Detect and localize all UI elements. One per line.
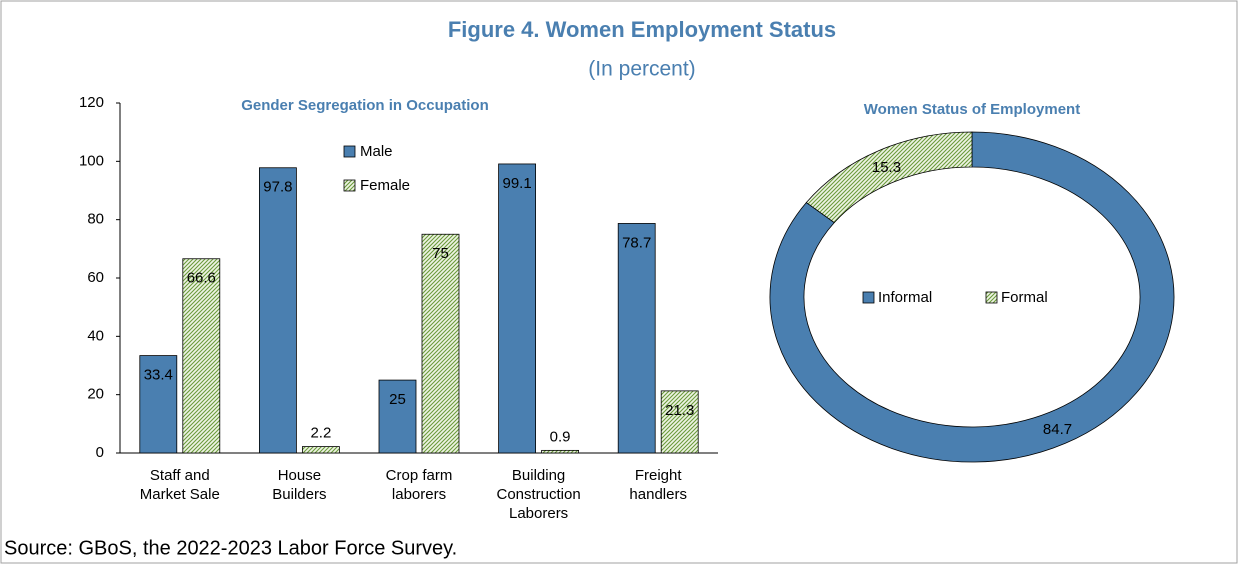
donut-segment xyxy=(805,131,973,224)
y-tick-label: 20 xyxy=(87,386,104,403)
y-tick-label: 80 xyxy=(87,211,104,228)
bar xyxy=(421,233,460,454)
y-tick-label: 0 xyxy=(96,444,104,461)
legend-swatch xyxy=(343,179,356,192)
data-label: 25 xyxy=(389,391,406,408)
bar xyxy=(139,355,178,454)
data-label: 66.6 xyxy=(187,270,216,287)
legend-swatch xyxy=(985,291,998,304)
legend-label: Formal xyxy=(1001,289,1048,306)
y-tick-label: 120 xyxy=(79,94,104,111)
x-tick-label: handlers xyxy=(629,486,687,503)
x-tick-label: Building xyxy=(512,467,565,484)
data-label: 99.1 xyxy=(502,175,531,192)
bar xyxy=(541,449,579,454)
figure-title: Figure 4. Women Employment Status xyxy=(448,17,836,42)
y-tick-label: 60 xyxy=(87,269,104,286)
x-tick-label: Construction xyxy=(496,486,580,503)
bar xyxy=(378,379,417,454)
bar xyxy=(301,446,340,454)
x-tick-label: Market Sale xyxy=(140,486,220,503)
figure-subtitle: (In percent) xyxy=(588,58,695,81)
bar xyxy=(498,163,537,454)
legend-label: Female xyxy=(360,177,410,194)
x-tick-label: House xyxy=(278,467,321,484)
legend-swatch xyxy=(862,291,875,304)
y-tick-label: 100 xyxy=(79,152,104,169)
donut-segment xyxy=(769,131,1175,463)
chart-title: Gender Segregation in Occupation xyxy=(241,97,489,114)
data-label: 15.3 xyxy=(872,159,901,176)
x-tick-label: Staff and xyxy=(150,467,210,484)
bar xyxy=(258,167,297,454)
bar xyxy=(660,390,699,454)
x-tick-label: Builders xyxy=(272,486,326,503)
data-label: 21.3 xyxy=(665,402,694,419)
data-label: 33.4 xyxy=(144,367,173,384)
legend-swatch xyxy=(343,145,356,158)
data-label: 78.7 xyxy=(622,234,651,251)
data-label: 97.8 xyxy=(263,179,292,196)
x-tick-label: laborers xyxy=(392,486,446,503)
source-note: Source: GBoS, the 2022-2023 Labor Force … xyxy=(4,537,457,559)
x-tick-label: Laborers xyxy=(509,505,568,522)
data-label: 84.7 xyxy=(1043,421,1072,438)
y-tick-label: 40 xyxy=(87,327,104,344)
x-tick-label: Freight xyxy=(635,467,683,484)
chart-title: Women Status of Employment xyxy=(864,101,1080,118)
legend-label: Informal xyxy=(878,289,932,306)
data-label: 2.2 xyxy=(310,425,331,442)
bar xyxy=(617,223,656,454)
x-tick-label: Crop farm xyxy=(386,467,453,484)
data-label: 75 xyxy=(432,245,449,262)
data-label: 0.9 xyxy=(550,428,571,445)
bar xyxy=(182,258,221,454)
legend-label: Male xyxy=(360,143,393,160)
